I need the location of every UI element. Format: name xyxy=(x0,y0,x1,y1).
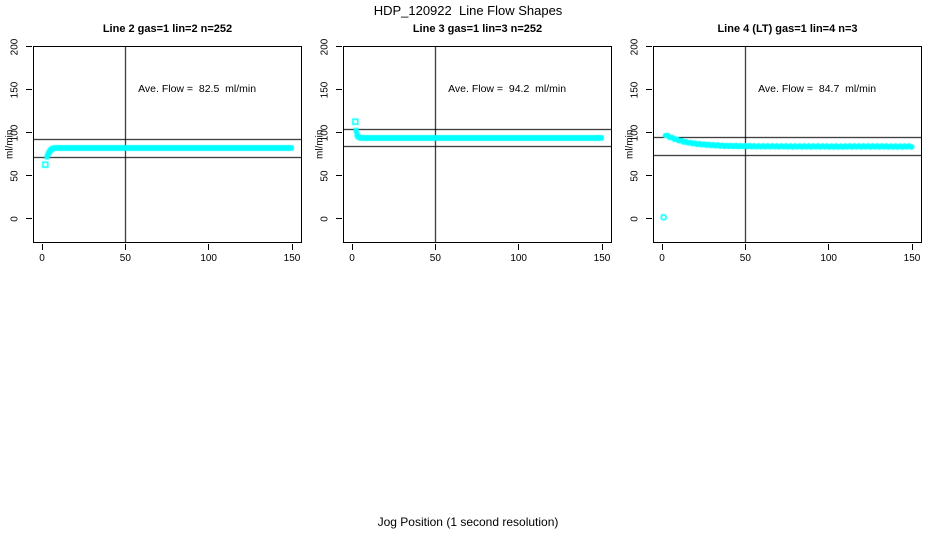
y-tick-mark xyxy=(646,218,652,220)
x-tick-mark xyxy=(124,244,126,250)
panel-line-3: Line 3 gas=1 lin=3 n=252 ml/min Ave. Flo… xyxy=(315,23,612,264)
x-tick-mark xyxy=(518,244,520,250)
y-tick-label: 150 xyxy=(629,81,641,99)
y-tick-mark xyxy=(26,46,32,48)
x-tick-label: 50 xyxy=(429,253,441,264)
y-axis-label: ml/min xyxy=(624,129,636,160)
y-tick-mark xyxy=(336,46,342,48)
ave-flow-annotation: Ave. Flow = 84.7 ml/min xyxy=(758,83,877,95)
panel-line-4: Line 4 (LT) gas=1 lin=4 n=3 ml/min Ave. … xyxy=(625,23,922,264)
scatter-plot-canvas xyxy=(653,46,922,243)
x-tick-label: 0 xyxy=(349,253,355,264)
y-tick-label: 100 xyxy=(629,124,641,142)
y-tick-label: 0 xyxy=(319,216,331,222)
panel-title: Line 3 gas=1 lin=3 n=252 xyxy=(412,23,543,35)
y-tick-label: 200 xyxy=(9,38,21,56)
y-tick-mark xyxy=(336,132,342,134)
y-tick-mark xyxy=(646,46,652,48)
y-tick-mark xyxy=(646,89,652,91)
y-tick-label: 100 xyxy=(319,124,331,142)
x-tick-mark xyxy=(828,244,830,250)
panel-title: Line 2 gas=1 lin=2 n=252 xyxy=(102,23,233,35)
y-tick-mark xyxy=(26,89,32,91)
x-tick-label: 150 xyxy=(593,253,611,264)
ave-flow-annotation: Ave. Flow = 82.5 ml/min xyxy=(138,83,257,95)
y-axis-label: ml/min xyxy=(4,129,16,160)
scatter-plot-canvas xyxy=(33,46,302,243)
y-tick-label: 100 xyxy=(9,124,21,142)
y-tick-label: 0 xyxy=(9,216,21,222)
y-tick-mark xyxy=(26,218,32,220)
ave-flow-annotation: Ave. Flow = 94.2 ml/min xyxy=(448,83,567,95)
x-tick-mark xyxy=(661,244,663,250)
y-tick-mark xyxy=(26,132,32,134)
y-axis-label: ml/min xyxy=(314,129,326,160)
x-tick-mark xyxy=(744,244,746,250)
x-tick-label: 0 xyxy=(39,253,45,264)
y-tick-label: 50 xyxy=(9,170,21,182)
panel-line-2: Line 2 gas=1 lin=2 n=252 ml/min Ave. Flo… xyxy=(5,23,302,264)
x-tick-mark xyxy=(208,244,210,250)
x-tick-label: 150 xyxy=(283,253,301,264)
x-tick-mark xyxy=(291,244,293,250)
y-tick-mark xyxy=(336,175,342,177)
x-tick-label: 50 xyxy=(119,253,131,264)
y-tick-label: 150 xyxy=(319,81,331,99)
x-axis-label: Jog Position (1 second resolution) xyxy=(377,515,559,529)
figure-title: HDP_120922 Line Flow Shapes xyxy=(373,3,563,18)
y-tick-mark xyxy=(336,218,342,220)
y-tick-mark xyxy=(26,175,32,177)
x-tick-label: 100 xyxy=(820,253,837,264)
x-tick-label: 150 xyxy=(903,253,921,264)
y-tick-mark xyxy=(646,132,652,134)
y-tick-label: 0 xyxy=(629,216,641,222)
y-tick-label: 200 xyxy=(319,38,331,56)
x-tick-label: 100 xyxy=(510,253,527,264)
y-tick-label: 50 xyxy=(319,170,331,182)
x-tick-label: 50 xyxy=(739,253,751,264)
y-tick-label: 150 xyxy=(9,81,21,99)
x-tick-mark xyxy=(351,244,353,250)
y-tick-mark xyxy=(336,89,342,91)
x-tick-mark xyxy=(601,244,603,250)
y-tick-label: 50 xyxy=(629,170,641,182)
x-tick-mark xyxy=(911,244,913,250)
scatter-plot-canvas xyxy=(343,46,612,243)
x-tick-mark xyxy=(41,244,43,250)
x-tick-label: 100 xyxy=(200,253,217,264)
y-tick-mark xyxy=(646,175,652,177)
x-tick-label: 0 xyxy=(659,253,665,264)
y-tick-label: 200 xyxy=(629,38,641,56)
x-tick-mark xyxy=(434,244,436,250)
panel-title: Line 4 (LT) gas=1 lin=4 n=3 xyxy=(717,23,858,35)
